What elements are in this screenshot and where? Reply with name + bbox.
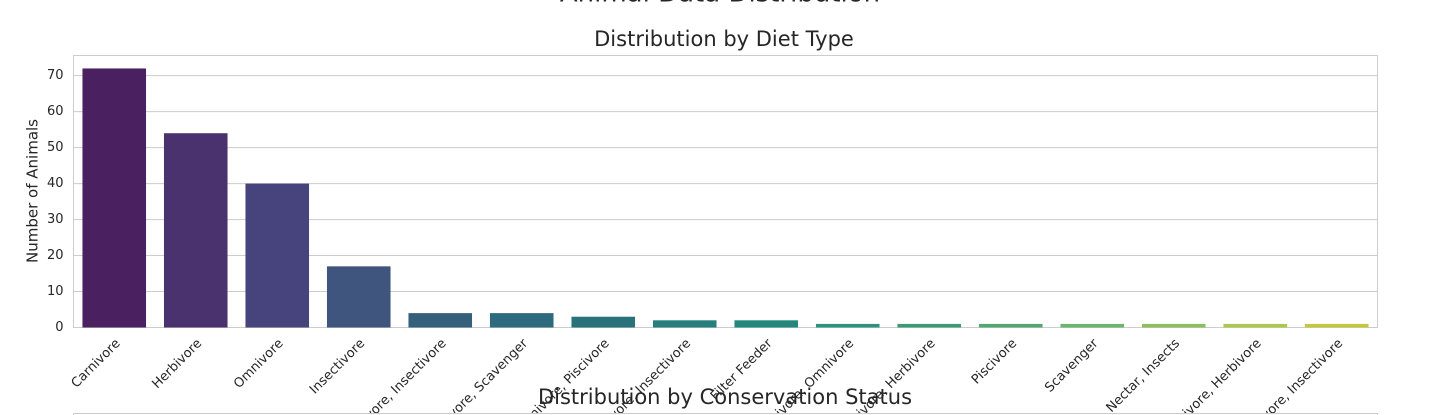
bar: [571, 316, 636, 328]
x-tick-label: Scavenger: [1042, 336, 1102, 396]
y-tick-label: 30: [47, 212, 64, 227]
bar: [245, 183, 310, 328]
bar: [163, 133, 228, 328]
bar: [978, 323, 1043, 328]
x-tick-label: Omnivore: [231, 336, 286, 391]
y-axis-label: Number of Animals: [24, 119, 42, 263]
bar: [815, 323, 880, 328]
bar: [1304, 323, 1369, 328]
bar: [652, 320, 717, 328]
bar: [897, 323, 962, 328]
plot-frame: [73, 413, 1378, 415]
y-tick-label: 40: [47, 176, 64, 191]
bar: [489, 313, 554, 328]
chart-title: Distribution by Conservation Status: [538, 385, 912, 409]
y-tick-label: 60: [47, 104, 64, 119]
x-tick-label: Nectar, Insects: [1104, 336, 1184, 415]
y-tick-label: 10: [47, 284, 64, 299]
plot-area: 0 10 20 30 40 50 60 70: [47, 55, 1378, 335]
x-tick-label: Insectivore: [307, 336, 368, 397]
chart-title: Distribution by Diet Type: [594, 27, 854, 51]
bar: [408, 313, 473, 328]
y-tick-label: 50: [47, 140, 64, 155]
bar: [82, 68, 147, 328]
bar: [326, 266, 391, 328]
x-tick-label: Carnivore: [69, 336, 124, 391]
y-tick-label: 70: [47, 68, 64, 83]
second-subplot: Distribution by Conservation Status: [73, 385, 1378, 415]
bar: [1223, 323, 1288, 328]
y-tick-label: 0: [55, 320, 63, 335]
x-tick-label: Piscivore: [969, 336, 1020, 387]
figure-title: Animal Data Distribution: [560, 0, 880, 9]
x-tick-label: Herbivore: [149, 336, 205, 392]
y-tick-label: 20: [47, 248, 64, 263]
bar: [1060, 323, 1125, 328]
bar: [1141, 323, 1206, 328]
bar: [734, 320, 799, 328]
